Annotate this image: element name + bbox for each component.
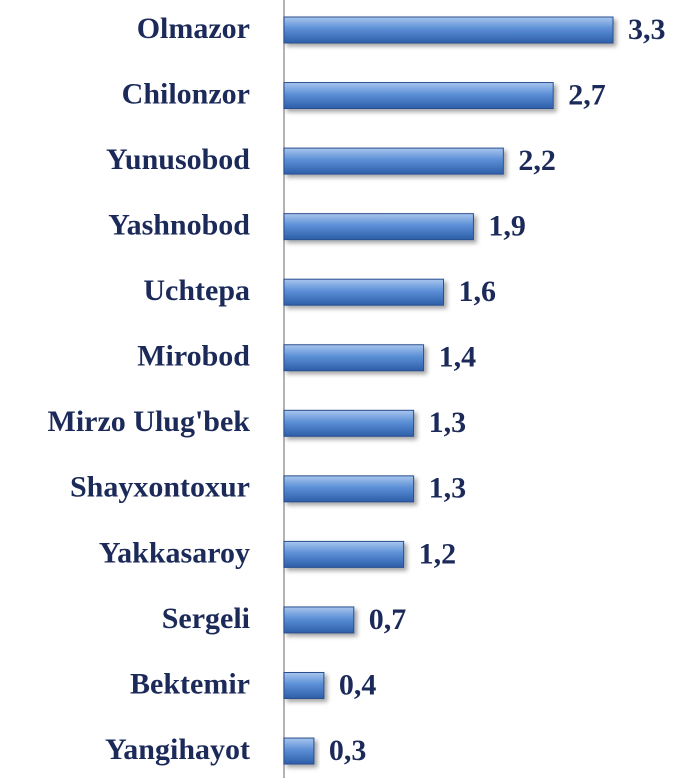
bar: [283, 540, 405, 568]
value-label: 0,4: [339, 668, 377, 701]
bar: [283, 737, 315, 765]
value-label: 3,3: [628, 13, 666, 46]
bar: [283, 82, 554, 110]
bar: [283, 278, 445, 306]
bar: [283, 147, 504, 175]
category-label: Yangihayot: [105, 733, 250, 766]
category-label: Bektemir: [130, 667, 250, 700]
category-label: Sergeli: [162, 602, 250, 635]
value-label: 0,3: [329, 734, 367, 767]
category-label: Chilonzor: [122, 77, 250, 110]
value-label: 1,9: [488, 210, 526, 243]
value-label: 1,6: [459, 275, 497, 308]
category-label: Shayxontoxur: [70, 471, 250, 504]
category-label: Yakkasaroy: [99, 536, 250, 569]
category-label: Mirzo Ulug'bek: [48, 405, 251, 438]
category-label: Mirobod: [137, 340, 250, 373]
bar: [283, 344, 425, 372]
category-label: Yunusobod: [106, 143, 250, 176]
category-label: Yashnobod: [108, 209, 250, 242]
bar: [283, 16, 614, 44]
bar: [283, 606, 355, 634]
value-label: 1,2: [419, 537, 457, 570]
bar: [283, 213, 474, 241]
value-label: 1,3: [429, 472, 467, 505]
value-label: 2,2: [518, 144, 556, 177]
bar: [283, 475, 415, 503]
value-label: 1,4: [439, 341, 477, 374]
value-label: 0,7: [369, 603, 407, 636]
category-label: Olmazor: [137, 12, 250, 45]
value-label: 2,7: [568, 78, 606, 111]
bar: [283, 409, 415, 437]
category-label: Uchtepa: [143, 274, 250, 307]
bar: [283, 672, 325, 699]
value-label: 1,3: [429, 406, 467, 439]
